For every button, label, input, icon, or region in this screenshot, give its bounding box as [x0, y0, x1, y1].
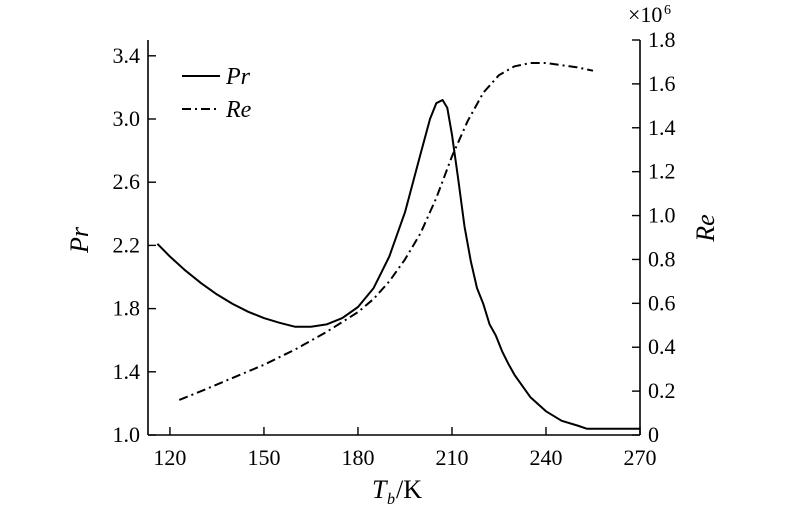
x-axis-title-unit: /K	[396, 475, 422, 504]
right-y-tick-label: 1.4	[648, 115, 676, 140]
left-y-tick-label: 2.2	[113, 232, 141, 257]
right-y-tick-label: 1.8	[648, 27, 676, 52]
x-tick-label: 210	[435, 445, 468, 470]
x-tick-label: 180	[341, 445, 374, 470]
right-y-tick-label: 0.8	[648, 246, 676, 271]
x-tick-label: 120	[153, 445, 186, 470]
ticks: 120 150 180 210 240 270 1.0 1.4 1.8 2.2 2.6 3.0 3.4 0…	[113, 27, 676, 470]
legend-label-pr: Pr	[225, 64, 251, 90]
right-y-tick-label: 0	[648, 422, 659, 447]
legend: Pr Re	[182, 64, 252, 123]
legend-label-re: Re	[225, 97, 252, 123]
left-y-tick-label: 1.0	[113, 422, 141, 447]
right-y-tick-label: 1.0	[648, 203, 676, 228]
right-axis-multiplier: ×10 6	[628, 2, 671, 27]
right-y-tick-label: 0.6	[648, 290, 676, 315]
x-axis-title: T b /K	[372, 475, 422, 507]
right-y-tick-label: 0.2	[648, 378, 676, 403]
right-y-axis-title: Re	[691, 214, 720, 242]
series-line-re	[178, 62, 594, 401]
multiplier-base: ×10	[628, 2, 662, 27]
left-y-axis-title: Pr	[65, 226, 94, 254]
x-tick-label: 150	[247, 445, 280, 470]
left-y-tick-label: 1.4	[113, 359, 141, 384]
left-y-tick-label: 2.6	[113, 169, 141, 194]
left-y-tick-label: 3.0	[113, 106, 141, 131]
axes	[147, 40, 641, 436]
x-axis-title-subscript: b	[387, 491, 395, 507]
x-tick-label: 270	[624, 445, 657, 470]
left-y-tick-label: 1.8	[113, 296, 141, 321]
series-layer	[156, 62, 640, 430]
x-axis-title-main: T	[372, 475, 388, 504]
x-tick-label: 240	[529, 445, 562, 470]
right-y-tick-label: 1.2	[648, 159, 676, 184]
right-y-tick-label: 0.4	[648, 334, 676, 359]
series-line-pr	[156, 99, 640, 430]
left-y-tick-label: 3.4	[113, 43, 141, 68]
right-y-tick-label: 1.6	[648, 71, 676, 96]
multiplier-exponent: 6	[664, 3, 671, 18]
